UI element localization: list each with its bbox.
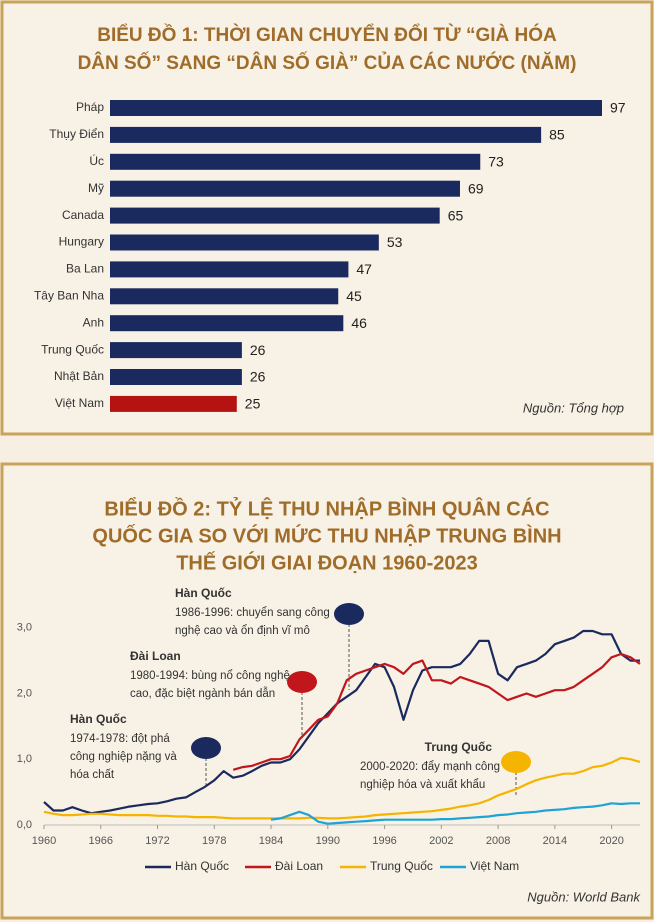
annotation-text: cao, đặc biệt ngành bán dẫn xyxy=(130,687,275,700)
annotation-marker xyxy=(287,671,317,693)
annotation-text: 1986-1996: chuyển sang công xyxy=(175,607,330,619)
chart-1: BIỂU ĐỒ 1: THỜI GIAN CHUYỂN ĐỔI TỪ “GIÀ … xyxy=(34,24,626,415)
y-tick-label: 1,0 xyxy=(17,753,32,765)
value-label: 26 xyxy=(250,342,266,358)
bar xyxy=(110,288,339,305)
category-label: Anh xyxy=(83,315,104,329)
annotation-text: 1980-1994: bùng nổ công nghệ xyxy=(130,670,290,682)
chart-title: BIỂU ĐỒ 1: THỜI GIAN CHUYỂN ĐỔI TỪ “GIÀ … xyxy=(97,24,557,46)
category-label: Úc xyxy=(89,153,104,168)
value-label: 53 xyxy=(387,234,403,250)
chart-title: QUỐC GIA SO VỚI MỨC THU NHẬP TRUNG BÌNH xyxy=(92,523,561,547)
value-label: 85 xyxy=(549,127,565,143)
category-label: Thụy Điển xyxy=(49,127,104,141)
annotation-text: 2000-2020: đẩy mạnh công xyxy=(360,761,500,773)
value-label: 69 xyxy=(468,180,484,196)
annotation-marker xyxy=(501,751,531,773)
x-tick-label: 2008 xyxy=(486,835,510,847)
x-tick-label: 1972 xyxy=(145,835,169,847)
y-tick-label: 0,0 xyxy=(17,819,32,831)
value-label: 25 xyxy=(245,396,261,412)
value-label: 46 xyxy=(351,315,367,331)
annotation-title: Trung Quốc xyxy=(425,740,493,754)
category-label: Hungary xyxy=(59,235,104,249)
value-label: 65 xyxy=(448,207,464,223)
annotation-text: nghệ cao và ổn định vĩ mô xyxy=(175,625,310,637)
x-tick-label: 1960 xyxy=(32,835,56,847)
annotation-text: hóa chất xyxy=(70,769,115,781)
value-label: 45 xyxy=(346,288,362,304)
x-tick-label: 1996 xyxy=(372,835,396,847)
bar xyxy=(110,234,379,251)
value-label: 26 xyxy=(250,369,266,385)
source: Nguồn: Tổng hợp xyxy=(523,400,624,415)
annotation-text: nghiệp hóa và xuất khẩu xyxy=(360,779,485,791)
x-tick-label: 2002 xyxy=(429,835,453,847)
y-tick-label: 2,0 xyxy=(17,687,32,699)
bar xyxy=(110,153,481,170)
x-tick-label: 2014 xyxy=(543,835,567,847)
bar xyxy=(110,126,542,143)
bar xyxy=(110,395,237,412)
x-tick-label: 1966 xyxy=(89,835,113,847)
x-tick-label: 1978 xyxy=(202,835,226,847)
annotation-text: công nghiệp nặng và xyxy=(70,751,177,763)
bar xyxy=(110,180,460,197)
legend-label: Trung Quốc xyxy=(370,859,433,873)
chart-2: BIỂU ĐỒ 2: TỶ LỆ THU NHẬP BÌNH QUÂN CÁC Q… xyxy=(17,496,642,904)
legend-label: Hàn Quốc xyxy=(175,859,229,873)
source: Nguồn: World Bank xyxy=(527,889,641,904)
x-tick-label: 2020 xyxy=(599,835,623,847)
annotation-title: Hàn Quốc xyxy=(175,586,232,600)
category-label: Canada xyxy=(62,208,104,222)
annotation-title: Đài Loan xyxy=(130,649,181,663)
panel xyxy=(0,462,654,920)
series-line xyxy=(43,629,640,815)
annotation-text: 1974-1978: đột phá xyxy=(70,733,170,745)
value-label: 97 xyxy=(610,100,626,116)
value-label: 47 xyxy=(356,261,372,277)
category-label: Pháp xyxy=(76,100,104,114)
x-tick-label: 1990 xyxy=(316,835,340,847)
bar xyxy=(110,261,349,278)
series-line xyxy=(270,802,640,825)
annotation-marker xyxy=(191,737,221,759)
bar xyxy=(110,369,242,385)
chart-title: DÂN SỐ” SANG “DÂN SỐ GIÀ” CỦA CÁC NƯỚC (… xyxy=(78,52,577,74)
category-label: Mỹ xyxy=(88,181,104,195)
value-label: 73 xyxy=(488,154,504,170)
annotation-marker xyxy=(334,603,364,625)
y-tick-label: 3,0 xyxy=(17,622,32,634)
series-line xyxy=(232,652,641,771)
chart-title: BIỂU ĐỒ 2: TỶ LỆ THU NHẬP BÌNH QUÂN CÁC xyxy=(104,496,549,520)
x-tick-label: 1984 xyxy=(259,835,283,847)
annotation-title: Hàn Quốc xyxy=(70,712,127,726)
series-line xyxy=(43,756,641,820)
bar xyxy=(110,315,344,332)
bar xyxy=(110,207,440,224)
category-label: Việt Nam xyxy=(55,396,104,410)
legend-label: Việt Nam xyxy=(470,859,519,873)
category-label: Tây Ban Nha xyxy=(34,288,104,302)
category-label: Nhật Bản xyxy=(54,369,104,383)
legend-label: Đài Loan xyxy=(275,859,323,873)
chart-title: THẾ GIỚI GIAI ĐOẠN 1960-2023 xyxy=(176,550,478,574)
bar xyxy=(110,342,242,359)
category-label: Ba Lan xyxy=(66,262,104,276)
category-label: Trung Quốc xyxy=(41,342,104,356)
bar xyxy=(110,100,602,116)
